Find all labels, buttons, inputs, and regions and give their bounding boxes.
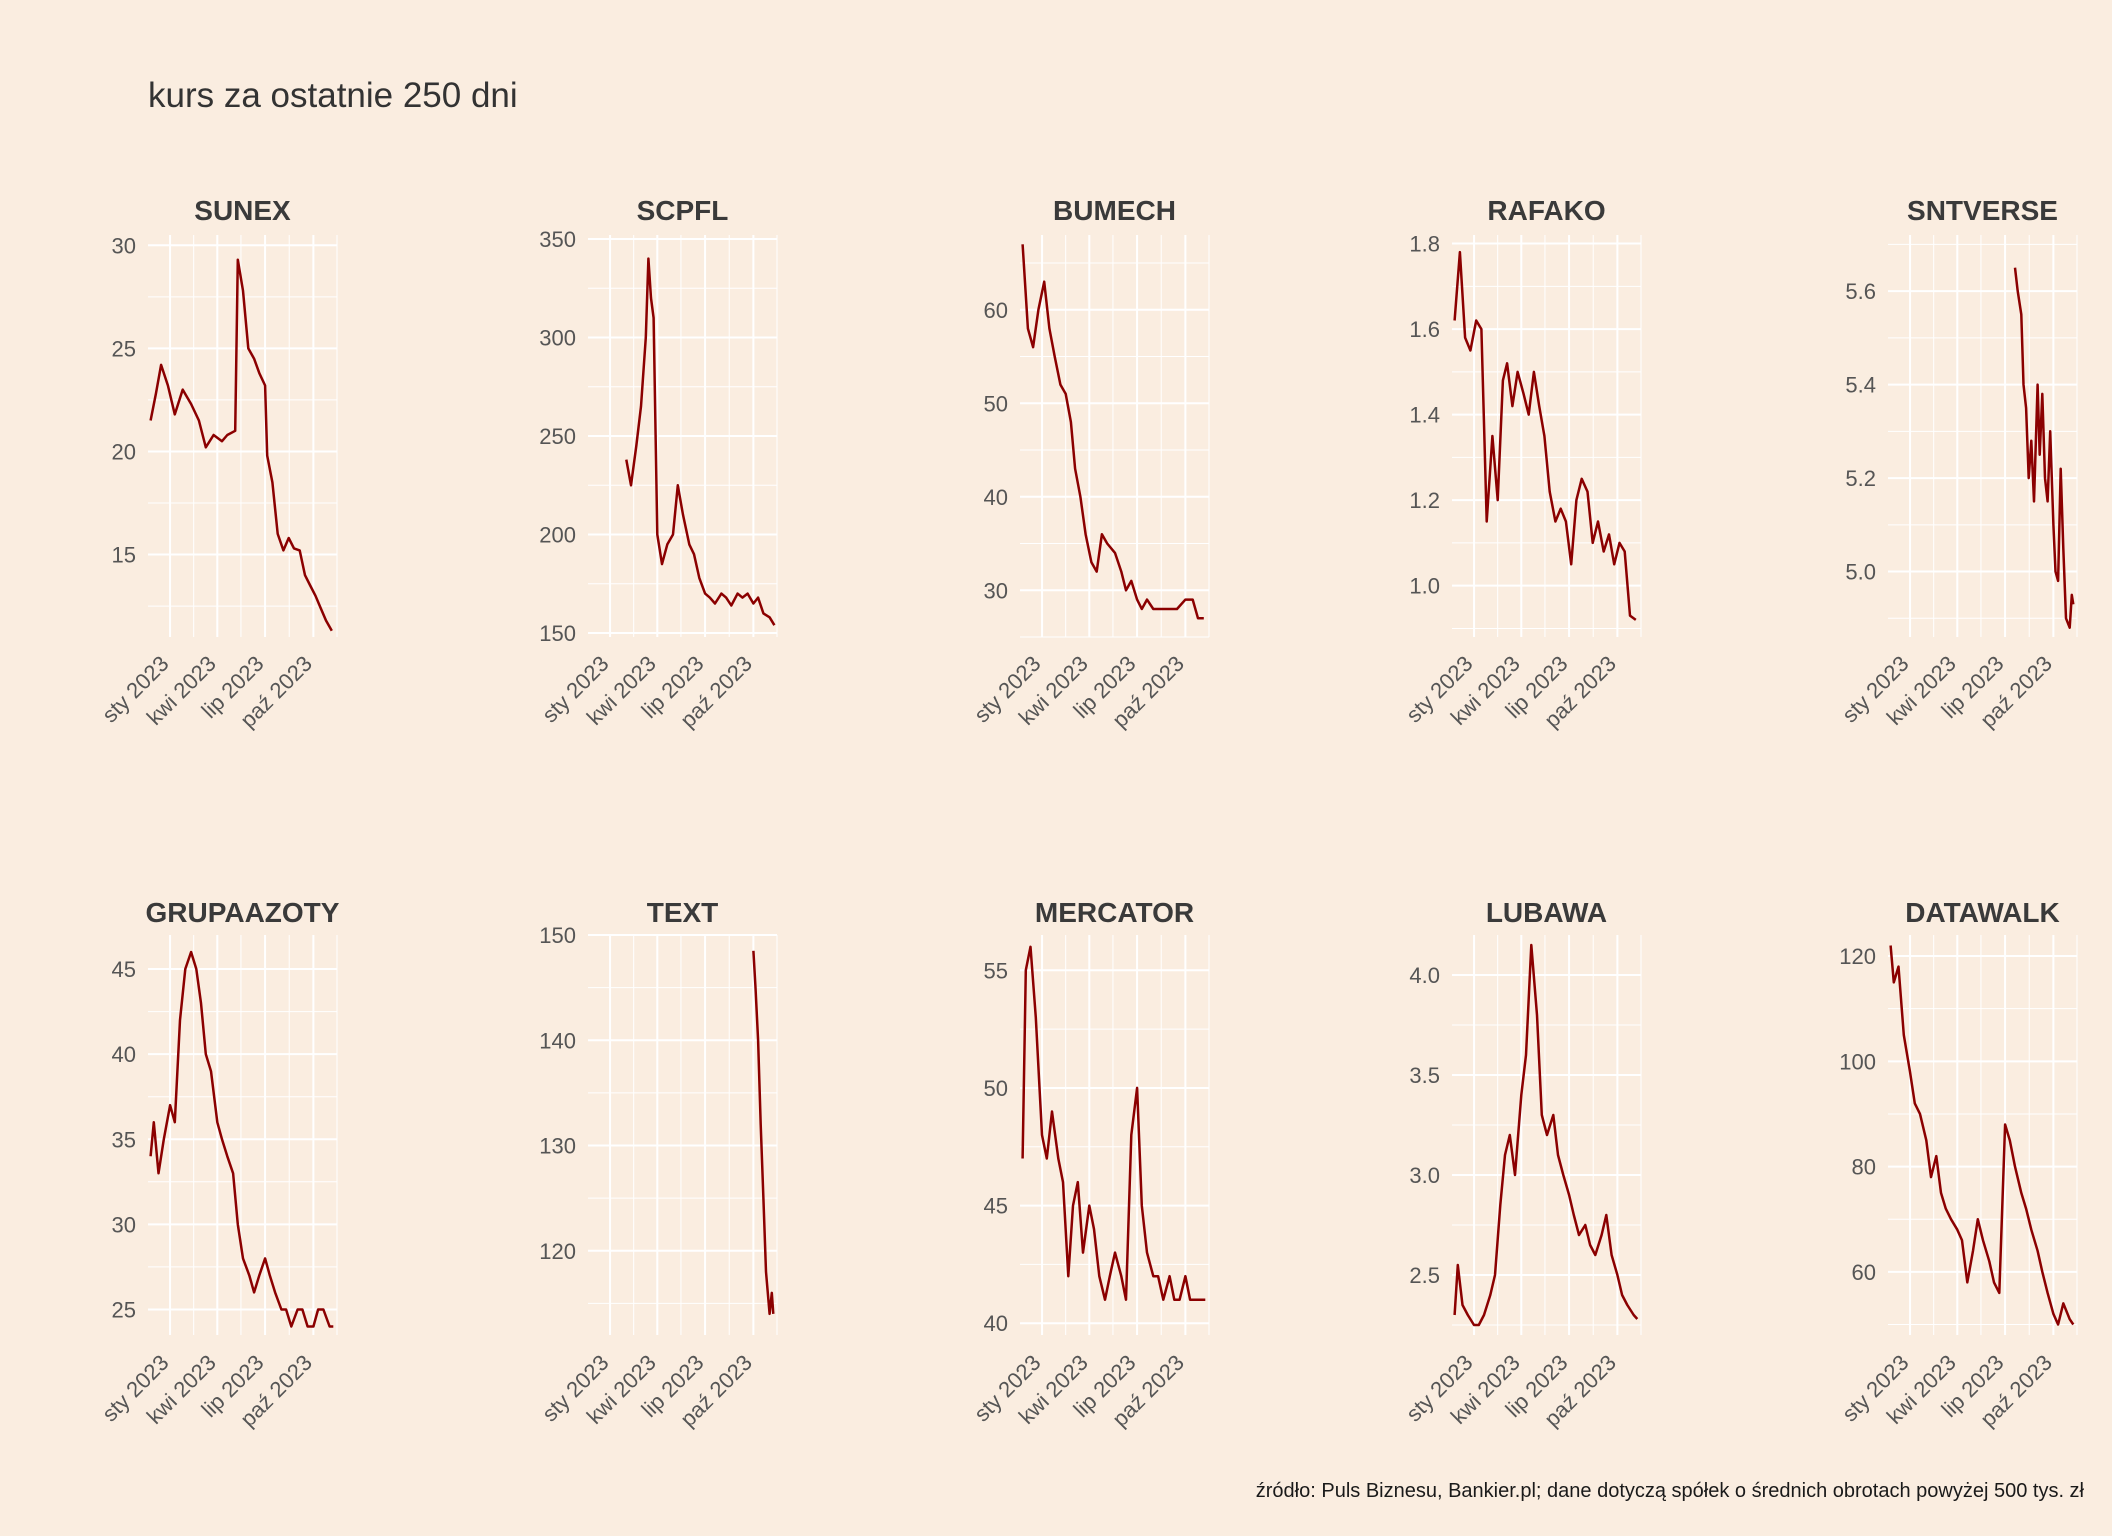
y-tick-label: 35 [112, 1127, 136, 1152]
y-tick-label: 40 [112, 1042, 136, 1067]
y-tick-label: 130 [539, 1134, 576, 1159]
y-tick-label: 1.8 [1409, 232, 1440, 257]
y-tick-label: 4.0 [1409, 963, 1440, 988]
facet-title: TEXT [647, 897, 719, 928]
price-line [2013, 267, 2075, 629]
y-tick-label: 50 [984, 391, 1008, 416]
y-tick-label: 80 [1852, 1155, 1876, 1180]
y-tick-label: 40 [984, 1311, 1008, 1336]
y-tick-label: 45 [984, 1194, 1008, 1219]
y-tick-label: 1.2 [1409, 488, 1440, 513]
price-line [625, 257, 776, 626]
y-tick-label: 1.6 [1409, 317, 1440, 342]
facet-title: DATAWALK [1905, 897, 2060, 928]
y-tick-label: 200 [539, 523, 576, 548]
y-tick-label: 30 [112, 233, 136, 258]
price-line [149, 258, 333, 632]
page-title: kurs za ostatnie 250 dni [148, 76, 518, 115]
facet-title: RAFAKO [1487, 195, 1605, 226]
y-tick-label: 120 [539, 1239, 576, 1264]
y-tick-label: 5.4 [1845, 373, 1876, 398]
y-tick-label: 60 [1852, 1260, 1876, 1285]
y-tick-label: 40 [984, 485, 1008, 510]
source-note: źródło: Puls Biznesu, Bankier.pl; dane d… [1255, 1480, 2084, 1502]
y-tick-label: 45 [112, 957, 136, 982]
y-tick-label: 100 [1839, 1049, 1876, 1074]
y-tick-label: 1.4 [1409, 403, 1440, 428]
y-tick-label: 25 [112, 336, 136, 361]
price-line [1453, 250, 1637, 621]
y-tick-label: 25 [112, 1297, 136, 1322]
facet-title: SNTVERSE [1907, 195, 2058, 226]
y-tick-label: 3.5 [1409, 1063, 1440, 1088]
y-tick-label: 3.0 [1409, 1163, 1440, 1188]
y-tick-label: 120 [1839, 944, 1876, 969]
y-tick-label: 30 [984, 578, 1008, 603]
y-tick-label: 140 [539, 1028, 576, 1053]
y-tick-label: 60 [984, 298, 1008, 323]
price-line [1889, 945, 2075, 1326]
price-line [1021, 945, 1206, 1301]
y-tick-label: 50 [984, 1076, 1008, 1101]
facet-title: GRUPAAZOTY [146, 897, 340, 928]
facet-title: LUBAWA [1486, 897, 1607, 928]
price-line [1021, 244, 1204, 620]
facet-title: SCPFL [637, 195, 729, 226]
facet-title: BUMECH [1053, 195, 1176, 226]
y-tick-label: 150 [539, 923, 576, 948]
y-tick-label: 1.0 [1409, 574, 1440, 599]
y-tick-label: 20 [112, 439, 136, 464]
y-tick-label: 350 [539, 227, 576, 252]
y-tick-label: 30 [112, 1212, 136, 1237]
y-tick-label: 150 [539, 621, 576, 646]
price-line [752, 950, 775, 1316]
y-tick-label: 5.2 [1845, 466, 1876, 491]
y-tick-label: 15 [112, 543, 136, 568]
y-tick-label: 300 [539, 325, 576, 350]
price-line [149, 950, 334, 1328]
y-tick-label: 2.5 [1409, 1263, 1440, 1288]
facet-title: MERCATOR [1035, 897, 1194, 928]
price-line [1453, 943, 1639, 1327]
y-tick-label: 5.6 [1845, 279, 1876, 304]
y-tick-label: 55 [984, 958, 1008, 983]
y-tick-label: 5.0 [1845, 560, 1876, 585]
y-tick-label: 250 [539, 424, 576, 449]
facet-title: SUNEX [194, 195, 291, 226]
